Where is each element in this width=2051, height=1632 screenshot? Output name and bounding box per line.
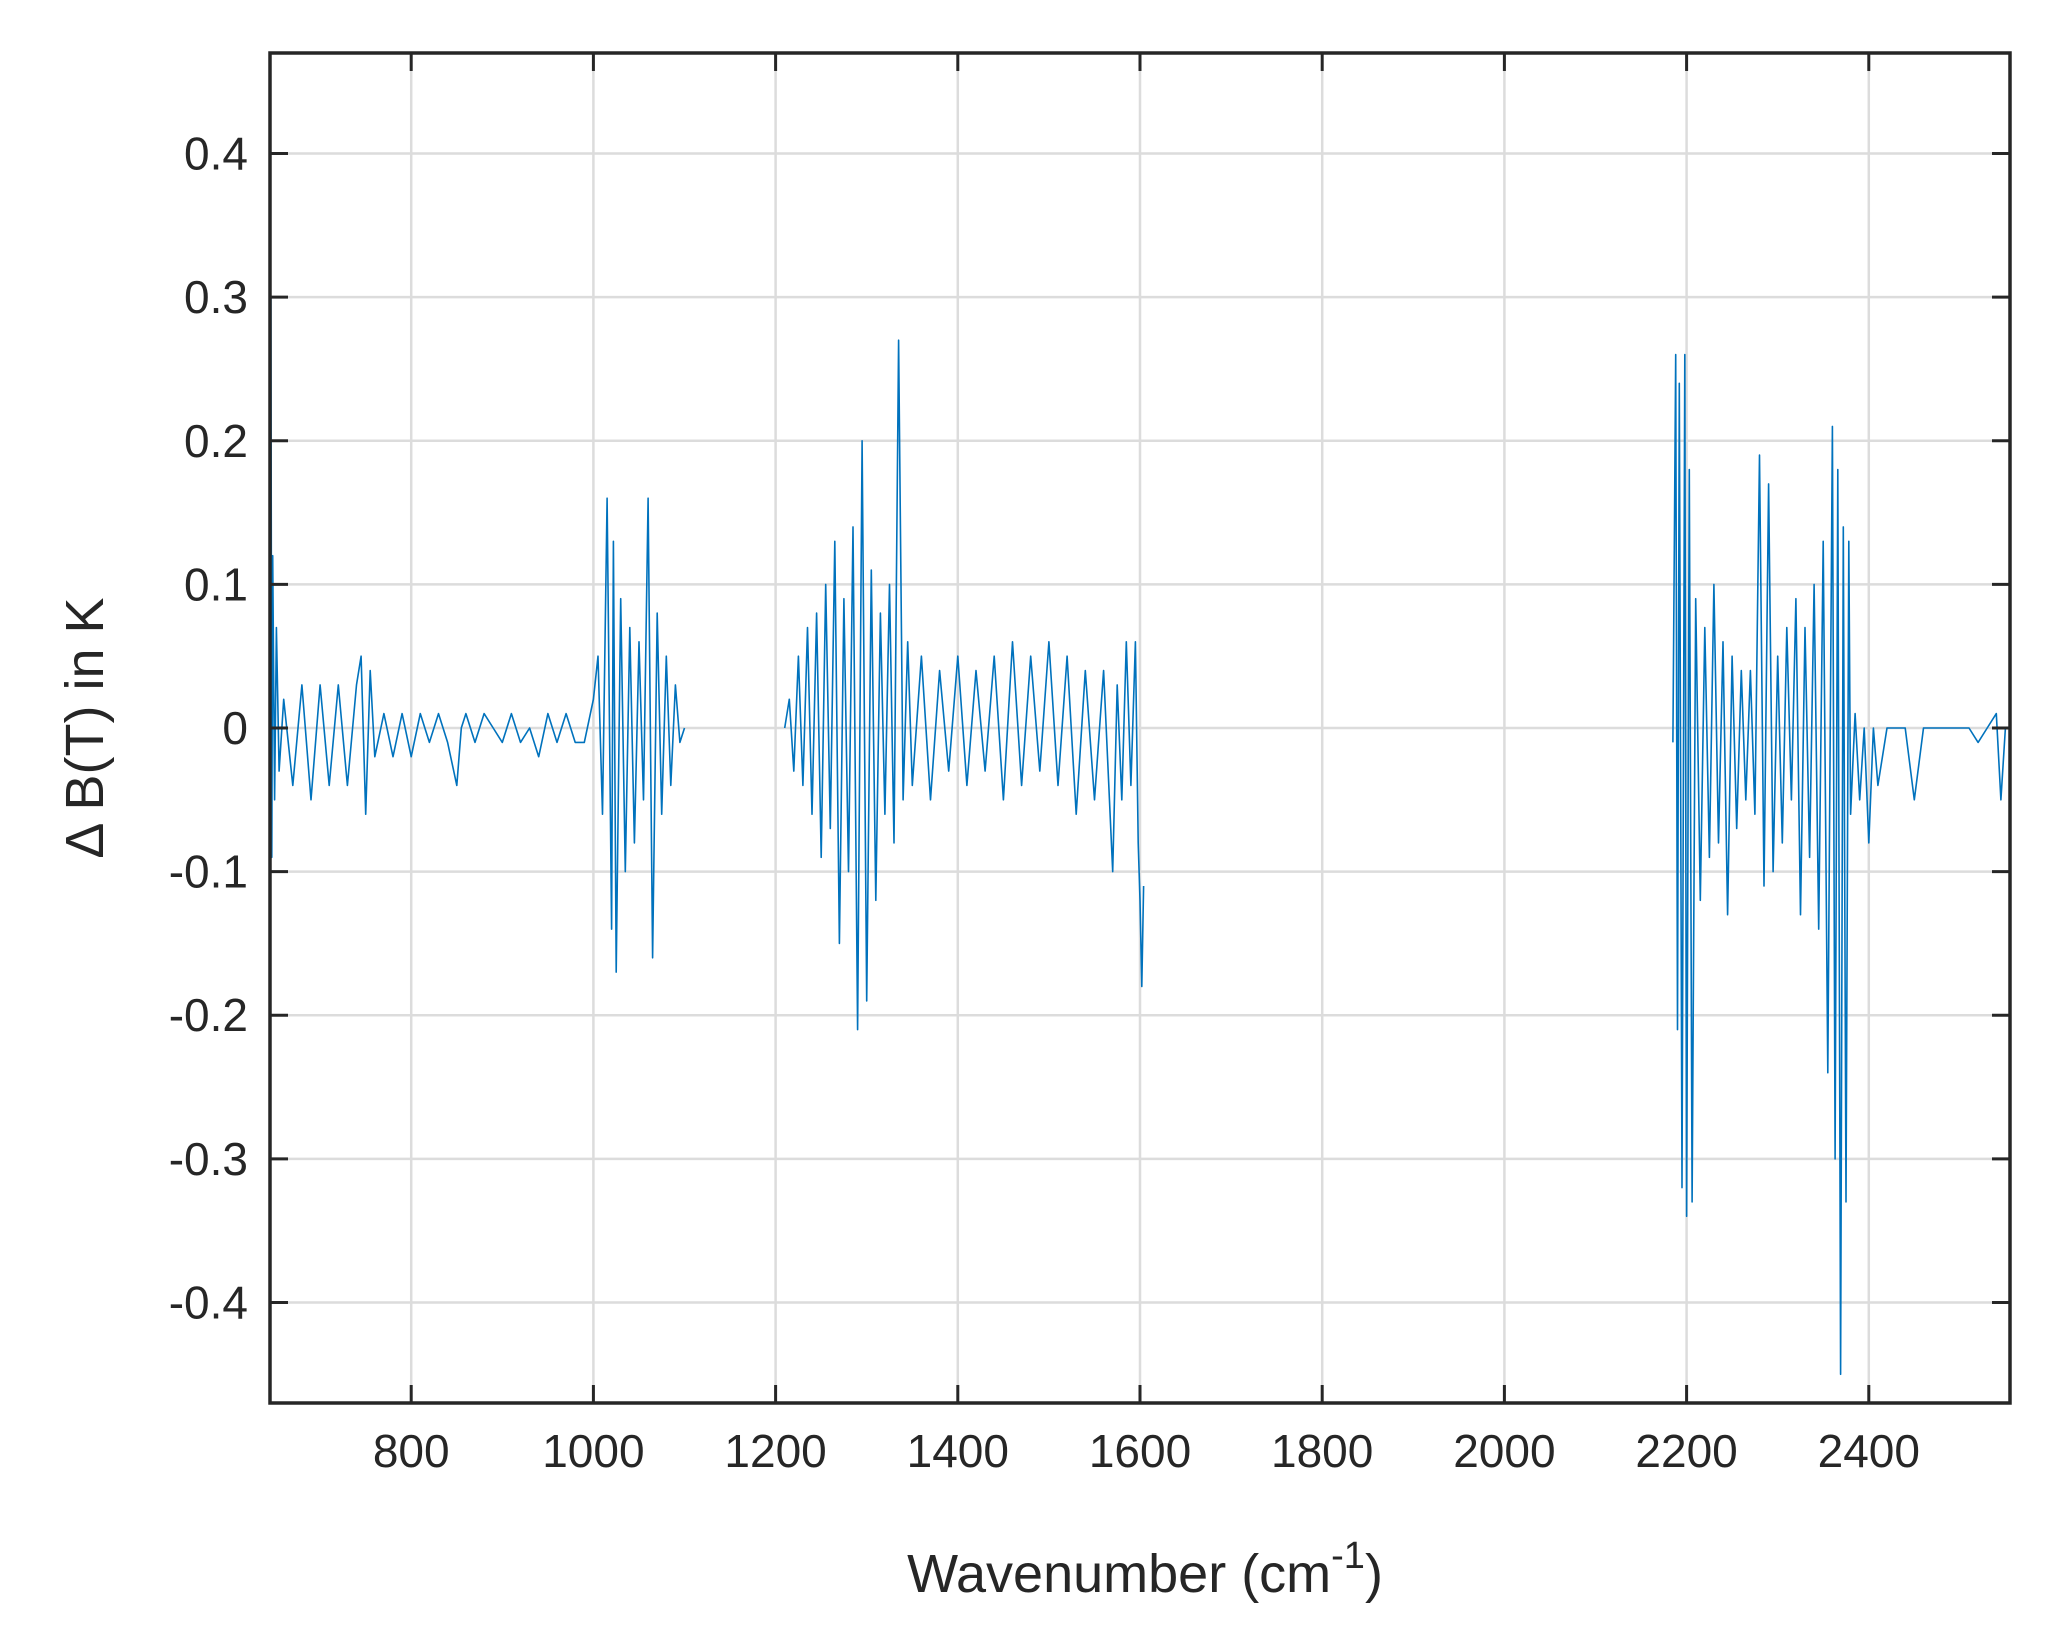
series-line-segment-1	[269, 296, 686, 973]
y-tick-label: 0.1	[184, 558, 248, 610]
y-tick-label: -0.2	[169, 989, 248, 1041]
x-tick-label: 1000	[542, 1425, 644, 1477]
x-tick-label: 1200	[724, 1425, 826, 1477]
y-tick-label: 0.4	[184, 128, 248, 180]
x-axis-label: Wavenumber (cm-1)	[907, 1535, 1383, 1604]
x-tick-label: 800	[373, 1425, 450, 1477]
x-tick-label: 1400	[907, 1425, 1009, 1477]
series-line-segment-3	[1672, 353, 2007, 1376]
x-axis-label-superscript: -1	[1331, 1535, 1365, 1577]
series-layer	[269, 296, 2007, 1376]
x-axis-label-main: Wavenumber (cm	[907, 1544, 1331, 1604]
x-axis-label-suffix: )	[1365, 1544, 1383, 1604]
y-tick-label: -0.3	[169, 1133, 248, 1185]
y-tick-label: -0.4	[169, 1276, 248, 1328]
y-axis-label: Δ B(T) in K	[55, 597, 115, 858]
series-line-segment-2	[783, 339, 1145, 1031]
y-tick-label: -0.1	[169, 846, 248, 898]
y-tick-label: 0.3	[184, 271, 248, 323]
label-layer: 800 1000 1200 1400 1600 1800 2000 2200 2400 -0.4 -…	[169, 128, 1920, 1477]
x-tick-label: 2200	[1635, 1425, 1737, 1477]
x-tick-label: 1800	[1271, 1425, 1373, 1477]
y-tick-label: 0.2	[184, 415, 248, 467]
y-tick-label: 0	[222, 702, 248, 754]
x-tick-label: 1600	[1089, 1425, 1191, 1477]
x-tick-label: 2000	[1453, 1425, 1555, 1477]
grid-layer	[270, 53, 2010, 1403]
x-tick-label: 2400	[1818, 1425, 1920, 1477]
tick-layer	[270, 53, 2010, 1403]
